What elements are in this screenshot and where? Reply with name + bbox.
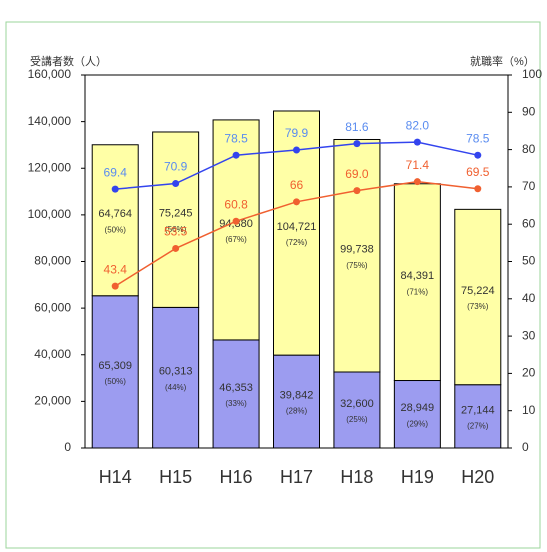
bar-value-label: 75,224 [461, 285, 495, 297]
y2-tick-label: 40 [522, 291, 536, 305]
line-value-label: 71.4 [406, 158, 430, 172]
bar-value-label: 75,245 [159, 208, 193, 220]
line-value-label: 69.5 [466, 165, 490, 179]
x-tick-label: H18 [340, 467, 373, 487]
bar-segment [393, 183, 441, 382]
bar-segment [393, 380, 441, 449]
y2-tick-label: 60 [522, 216, 536, 230]
bar-value-label: 46,353 [219, 382, 253, 394]
bar-share-label: (25%) [346, 415, 368, 424]
line-point [353, 187, 361, 195]
bar-share-label: (71%) [407, 287, 429, 296]
bar-share-label: (33%) [225, 399, 247, 408]
line-value-label: 60.8 [224, 197, 248, 211]
bar-value-label: 39,842 [280, 389, 314, 401]
y-tick-label: 0 [64, 440, 71, 454]
y-tick-label: 120,000 [28, 160, 72, 174]
line-value-label: 66 [290, 178, 304, 192]
bar-segment [212, 339, 260, 449]
line-point [232, 217, 240, 225]
line-value-label: 82.0 [406, 118, 430, 132]
bar-segment [454, 384, 502, 449]
y-tick-label: 20,000 [34, 394, 71, 408]
bar-share-label: (56%) [165, 225, 187, 234]
line-point [474, 151, 482, 159]
y-tick-label: 160,000 [28, 67, 72, 81]
line-point [474, 185, 482, 193]
y2-tick-label: 50 [522, 254, 536, 268]
bar-segment [152, 131, 200, 308]
bar-share-label: (73%) [467, 302, 489, 311]
bar-segment [91, 295, 139, 449]
y2-tick-label: 80 [522, 142, 536, 156]
line-point [413, 178, 421, 186]
y-tick-label: 140,000 [28, 114, 72, 128]
y2-tick-label: 100 [522, 67, 542, 81]
bar-segment [333, 371, 381, 449]
y2-tick-label: 0 [522, 440, 529, 454]
bar-value-label: 64,764 [98, 208, 132, 220]
bar-share-label: (29%) [407, 419, 429, 428]
y-tick-label: 60,000 [34, 300, 71, 314]
y-tick-label: 100,000 [28, 207, 72, 221]
y2-tick-label: 70 [522, 179, 536, 193]
bar-value-label: 60,313 [159, 366, 193, 378]
bar-value-label: 84,391 [401, 270, 435, 282]
line-point [111, 282, 119, 290]
line-point [111, 185, 119, 193]
line-point [293, 146, 300, 154]
bar-value-label: 32,600 [340, 398, 374, 410]
x-tick-label: H15 [159, 467, 192, 487]
bar-share-label: (67%) [225, 235, 247, 244]
y-tick-label: 80,000 [34, 254, 71, 268]
bar-share-label: (72%) [286, 238, 308, 247]
bar-value-label: 65,309 [98, 360, 132, 372]
bar-value-label: 27,144 [461, 404, 495, 416]
line-value-label: 53.5 [164, 225, 188, 239]
y2-tick-label: 30 [522, 328, 536, 342]
line-point [413, 138, 421, 146]
bar-value-label: 104,721 [277, 221, 317, 233]
bar-share-label: (75%) [346, 261, 368, 270]
line-value-label: 78.5 [224, 131, 248, 145]
line-value-label: 78.5 [466, 131, 490, 145]
x-tick-label: H16 [220, 467, 253, 487]
line-point [232, 151, 240, 159]
bar-segment [152, 306, 200, 449]
line-point [172, 244, 180, 252]
x-tick-label: H14 [99, 467, 132, 487]
bar-value-label: 28,949 [401, 402, 435, 414]
line-point [172, 180, 180, 188]
bar-share-label: (28%) [286, 407, 308, 416]
bar-segment [333, 138, 381, 373]
y2-tick-label: 10 [522, 403, 536, 417]
bar-segment [91, 144, 139, 297]
y2-tick-label: 20 [522, 366, 536, 380]
bar-share-label: (50%) [105, 225, 127, 234]
y-tick-label: 40,000 [34, 347, 71, 361]
frame [5, 21, 541, 549]
y2-tick-label: 90 [522, 104, 536, 118]
y-axis-title: 受講者数（人） [30, 54, 107, 68]
y2-axis-title: 就職率（%） [470, 54, 535, 68]
x-tick-label: H20 [461, 467, 494, 487]
line-value-label: 69.4 [104, 165, 128, 179]
line-value-label: 79.9 [285, 126, 309, 140]
line-point [293, 198, 300, 206]
bar-share-label: (44%) [165, 383, 187, 392]
bar-segment [273, 354, 320, 449]
x-tick-label: H17 [280, 467, 313, 487]
x-tick-label: H19 [401, 467, 434, 487]
line-value-label: 69.0 [345, 167, 369, 181]
bar-share-label: (50%) [105, 377, 127, 386]
bar-value-label: 99,738 [340, 244, 374, 256]
line-point [353, 140, 361, 148]
line-value-label: 70.9 [164, 160, 188, 174]
line-value-label: 43.4 [104, 262, 128, 276]
line-value-label: 81.6 [345, 120, 369, 134]
bar-segment [454, 208, 502, 386]
bar-share-label: (27%) [467, 421, 489, 430]
